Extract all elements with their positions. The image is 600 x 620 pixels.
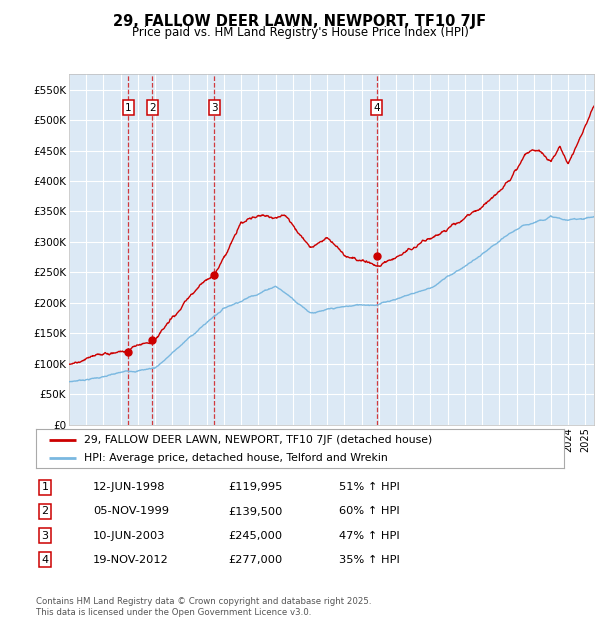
Text: 3: 3	[41, 531, 49, 541]
Text: 19-NOV-2012: 19-NOV-2012	[93, 555, 169, 565]
Text: Price paid vs. HM Land Registry's House Price Index (HPI): Price paid vs. HM Land Registry's House …	[131, 26, 469, 39]
Text: 51% ↑ HPI: 51% ↑ HPI	[339, 482, 400, 492]
Text: 4: 4	[41, 555, 49, 565]
Text: HPI: Average price, detached house, Telford and Wrekin: HPI: Average price, detached house, Telf…	[83, 453, 387, 463]
Text: 2: 2	[41, 507, 49, 516]
Text: 3: 3	[211, 103, 218, 113]
Text: 35% ↑ HPI: 35% ↑ HPI	[339, 555, 400, 565]
Text: 12-JUN-1998: 12-JUN-1998	[93, 482, 166, 492]
Text: 2: 2	[149, 103, 155, 113]
Text: £119,995: £119,995	[228, 482, 283, 492]
Text: 1: 1	[41, 482, 49, 492]
Text: 10-JUN-2003: 10-JUN-2003	[93, 531, 166, 541]
Text: 4: 4	[373, 103, 380, 113]
Text: £245,000: £245,000	[228, 531, 282, 541]
Text: 29, FALLOW DEER LAWN, NEWPORT, TF10 7JF (detached house): 29, FALLOW DEER LAWN, NEWPORT, TF10 7JF …	[83, 435, 432, 445]
Text: £139,500: £139,500	[228, 507, 283, 516]
Text: 1: 1	[125, 103, 131, 113]
Text: Contains HM Land Registry data © Crown copyright and database right 2025.
This d: Contains HM Land Registry data © Crown c…	[36, 598, 371, 617]
Text: 47% ↑ HPI: 47% ↑ HPI	[339, 531, 400, 541]
Text: 05-NOV-1999: 05-NOV-1999	[93, 507, 169, 516]
Text: 29, FALLOW DEER LAWN, NEWPORT, TF10 7JF: 29, FALLOW DEER LAWN, NEWPORT, TF10 7JF	[113, 14, 487, 29]
Text: £277,000: £277,000	[228, 555, 282, 565]
Text: 60% ↑ HPI: 60% ↑ HPI	[339, 507, 400, 516]
